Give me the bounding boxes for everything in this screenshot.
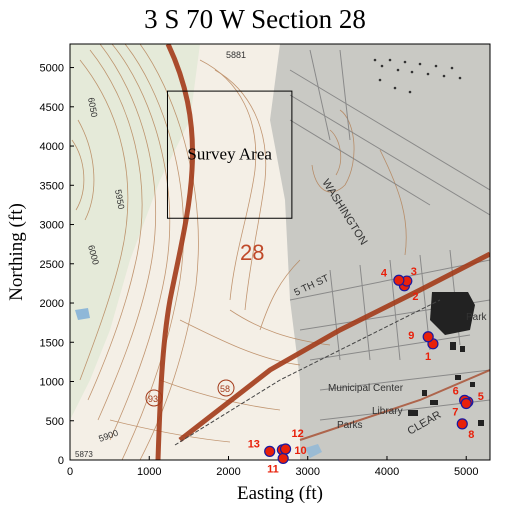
y-tick-label: 4500 — [40, 102, 64, 114]
y-tick-label: 500 — [46, 416, 64, 428]
survey-point-marker — [460, 397, 472, 410]
survey-area-label: Survey Area — [187, 145, 272, 164]
y-tick-label: 0 — [58, 455, 64, 467]
route-93-label: 93 — [148, 394, 158, 404]
elevation-label-5881: 5881 — [226, 50, 246, 60]
survey-point-label: 6 — [453, 385, 459, 397]
x-tick-label: 0 — [67, 466, 73, 478]
survey-point-marker — [456, 418, 468, 430]
y-tick-label: 4000 — [40, 141, 64, 153]
x-tick-label: 5000 — [454, 466, 478, 478]
y-tick-label: 1000 — [40, 377, 64, 389]
survey-point-label: 3 — [411, 266, 417, 278]
survey-area-box — [166, 90, 293, 219]
x-tick-label: 4000 — [375, 466, 399, 478]
buildings — [408, 292, 484, 426]
parks-label: Parks — [337, 420, 363, 431]
survey-point-label: 13 — [248, 438, 260, 450]
survey-point-label: 5 — [478, 391, 484, 403]
survey-point-label: 8 — [468, 429, 474, 441]
survey-point-label: 10 — [294, 445, 306, 457]
y-tick-label: 5000 — [40, 63, 64, 75]
x-axis-label: Easting (ft) — [237, 483, 323, 504]
survey-point-marker — [279, 443, 292, 455]
survey-point-marker — [264, 445, 276, 457]
survey-point-label: 1 — [425, 351, 431, 363]
x-tick-label: 1000 — [137, 466, 161, 478]
x-tick-label: 3000 — [295, 466, 319, 478]
survey-point-marker — [277, 452, 289, 465]
y-tick-label: 3500 — [40, 180, 64, 192]
y-tick-label: 2000 — [40, 298, 64, 310]
topographic-basemap: 5881 6050 6000 5950 5900 5873 28 WASHING… — [70, 44, 490, 460]
y-axis-label: Northing (ft) — [6, 203, 27, 301]
axis-ticks: 0 1000 2000 3000 4000 50000500100015002000250… — [40, 63, 479, 478]
survey-point-marker — [393, 274, 405, 286]
survey-point-label: 11 — [267, 463, 279, 475]
elevation-label-5873: 5873 — [75, 450, 93, 459]
survey-point-marker — [422, 331, 434, 343]
section-number-label: 28 — [240, 240, 264, 265]
survey-point-label: 4 — [381, 267, 388, 279]
building-dots — [373, 58, 462, 94]
elevation-label-6050: 6050 — [86, 97, 99, 118]
survey-point-label: 12 — [292, 428, 304, 440]
route-58-label: 58 — [220, 384, 230, 394]
survey-point-label: 9 — [408, 330, 414, 342]
survey-point-label: 7 — [452, 406, 458, 418]
y-tick-label: 1500 — [40, 337, 64, 349]
park-label: Park — [466, 312, 488, 323]
elevation-label-5950: 5950 — [113, 189, 126, 210]
map-title: 3 S 70 W Section 28 — [144, 4, 366, 34]
survey-area: Survey Area — [166, 90, 293, 219]
library-label: Library — [372, 406, 403, 417]
y-tick-label: 3000 — [40, 220, 64, 232]
survey-point-label: 2 — [412, 291, 418, 303]
municipal-center-label: Municipal Center — [328, 383, 404, 394]
x-tick-label: 2000 — [216, 466, 240, 478]
y-tick-label: 2500 — [40, 259, 64, 271]
